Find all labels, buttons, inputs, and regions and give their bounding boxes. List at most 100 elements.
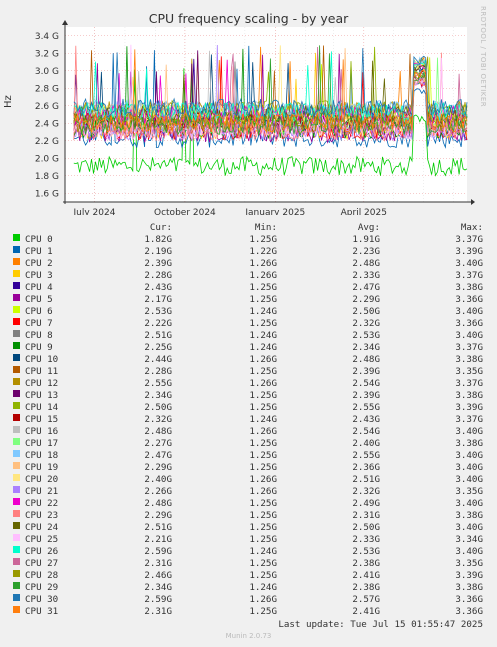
legend-swatch (13, 402, 20, 409)
legend-cur-value: 2.47G (144, 450, 172, 461)
legend-series-name: CPU 8 (25, 330, 53, 341)
legend-avg-value: 2.23G (352, 246, 380, 257)
legend-swatch (13, 426, 20, 433)
legend-cur-value: 2.21G (144, 534, 172, 545)
legend-row-cpu-7: CPU 7 2.22G 1.25G 2.32G 3.36G (0, 318, 497, 330)
legend-avg-value: 2.50G (352, 522, 380, 533)
munin-version: Munin 2.0.73 (225, 632, 272, 640)
legend-min-value: 1.25G (249, 234, 277, 245)
legend-cur-value: 2.39G (144, 258, 172, 269)
legend-min-value: 1.25G (249, 318, 277, 329)
legend-cur-value: 2.31G (144, 606, 172, 617)
y-tick-label: 1.6 G (35, 189, 59, 199)
legend-min-value: 1.24G (249, 330, 277, 341)
legend-cur-value: 2.59G (144, 594, 172, 605)
legend-cur-value: 2.27G (144, 438, 172, 449)
legend-row-cpu-12: CPU 12 2.55G 1.26G 2.54G 3.37G (0, 378, 497, 390)
legend-max-value: 3.40G (455, 546, 483, 557)
series-line-cpu-26 (73, 51, 468, 123)
legend-row-cpu-3: CPU 3 2.28G 1.26G 2.33G 3.37G (0, 270, 497, 282)
legend-avg-value: 2.41G (352, 606, 380, 617)
legend-avg-value: 1.91G (352, 234, 380, 245)
legend-header-cur: Cur: (149, 222, 172, 233)
legend-avg-value: 2.33G (352, 534, 380, 545)
legend-max-value: 3.37G (455, 378, 483, 389)
legend-series-name: CPU 4 (25, 282, 53, 293)
legend-min-value: 1.25G (249, 366, 277, 377)
legend-min-value: 1.25G (249, 402, 277, 413)
legend-series-name: CPU 17 (25, 438, 59, 449)
legend-max-value: 3.40G (455, 462, 483, 473)
legend-row-cpu-30: CPU 30 2.59G 1.26G 2.57G 3.36G (0, 594, 497, 606)
legend-cur-value: 2.28G (144, 270, 172, 281)
last-update: Last update: Tue Jul 15 01:55:47 2025 (278, 619, 483, 630)
legend-max-value: 3.37G (455, 234, 483, 245)
legend-cur-value: 1.82G (144, 234, 172, 245)
y-tick-label: 2.8 G (35, 84, 59, 94)
rrdtool-watermark: RRDTOOL / TOBI OETIKER (479, 6, 487, 108)
legend-swatch (13, 462, 20, 469)
legend-series-name: CPU 6 (25, 306, 53, 317)
legend-min-value: 1.25G (249, 438, 277, 449)
legend-series-name: CPU 24 (25, 522, 59, 533)
legend-avg-value: 2.39G (352, 390, 380, 401)
legend-swatch (13, 474, 20, 481)
legend-row-cpu-22: CPU 22 2.48G 1.25G 2.49G 3.40G (0, 498, 497, 510)
legend-max-value: 3.39G (455, 246, 483, 257)
legend-max-value: 3.35G (455, 558, 483, 569)
legend-cur-value: 2.29G (144, 510, 172, 521)
legend-row-cpu-1: CPU 1 2.19G 1.22G 2.23G 3.39G (0, 246, 497, 258)
legend-min-value: 1.24G (249, 306, 277, 317)
legend-row-cpu-2: CPU 2 2.39G 1.26G 2.48G 3.40G (0, 258, 497, 270)
series-line-cpu-5 (73, 53, 468, 144)
legend-avg-value: 2.48G (352, 354, 380, 365)
legend-row-cpu-18: CPU 18 2.47G 1.25G 2.55G 3.40G (0, 450, 497, 462)
legend-row-cpu-10: CPU 10 2.44G 1.26G 2.48G 3.38G (0, 354, 497, 366)
legend-series-name: CPU 14 (25, 402, 59, 413)
legend-avg-value: 2.41G (352, 570, 380, 581)
chart-title: CPU frequency scaling - by year (148, 11, 349, 26)
legend-series-name: CPU 25 (25, 534, 59, 545)
legend-min-value: 1.24G (249, 414, 277, 425)
legend-avg-value: 2.54G (352, 426, 380, 437)
legend-cur-value: 2.28G (144, 366, 172, 377)
legend-max-value: 3.38G (455, 510, 483, 521)
legend-row-cpu-6: CPU 6 2.53G 1.24G 2.50G 3.40G (0, 306, 497, 318)
legend-cur-value: 2.40G (144, 474, 172, 485)
legend-header-min: Min: (254, 222, 277, 233)
legend-cur-value: 2.53G (144, 306, 172, 317)
legend-max-value: 3.40G (455, 450, 483, 461)
legend-avg-value: 2.36G (352, 462, 380, 473)
legend-header-avg: Avg: (357, 222, 380, 233)
legend-avg-value: 2.55G (352, 450, 380, 461)
series-line-cpu-29 (73, 45, 468, 136)
legend-max-value: 3.38G (455, 354, 483, 365)
legend-cur-value: 2.22G (144, 318, 172, 329)
legend-min-value: 1.26G (249, 474, 277, 485)
legend-max-value: 3.40G (455, 426, 483, 437)
legend-row-cpu-28: CPU 28 2.46G 1.25G 2.41G 3.39G (0, 570, 497, 582)
x-tick-labels: July 2024 October 2024 January 2025 April 2… (73, 208, 387, 215)
legend-avg-value: 2.38G (352, 582, 380, 593)
legend-min-value: 1.26G (249, 486, 277, 497)
legend-cur-value: 2.51G (144, 522, 172, 533)
legend-avg-value: 2.34G (352, 342, 380, 353)
legend-row-cpu-4: CPU 4 2.43G 1.25G 2.47G 3.38G (0, 282, 497, 294)
legend-min-value: 1.26G (249, 378, 277, 389)
legend-row-cpu-16: CPU 16 2.48G 1.26G 2.54G 3.40G (0, 426, 497, 438)
legend-avg-value: 2.32G (352, 318, 380, 329)
legend-swatch (13, 534, 20, 541)
legend-max-value: 3.39G (455, 402, 483, 413)
y-tick-label: 3.0 G (35, 67, 59, 77)
legend-series-name: CPU 5 (25, 294, 53, 305)
legend-min-value: 1.24G (249, 582, 277, 593)
legend-max-value: 3.40G (455, 498, 483, 509)
legend-row-cpu-26: CPU 26 2.59G 1.24G 2.53G 3.40G (0, 546, 497, 558)
legend-series-name: CPU 28 (25, 570, 59, 581)
legend-row-cpu-0: CPU 0 1.82G 1.25G 1.91G 3.37G (0, 234, 497, 246)
legend-max-value: 3.38G (455, 438, 483, 449)
legend-avg-value: 2.31G (352, 510, 380, 521)
y-tick-labels: 1.6 G 1.8 G 2.0 G 2.2 G 2.4 G 2.6 G 2.8 G 3.0 G… (35, 32, 59, 200)
legend-cur-value: 2.50G (144, 402, 172, 413)
legend-max-value: 3.34G (455, 534, 483, 545)
